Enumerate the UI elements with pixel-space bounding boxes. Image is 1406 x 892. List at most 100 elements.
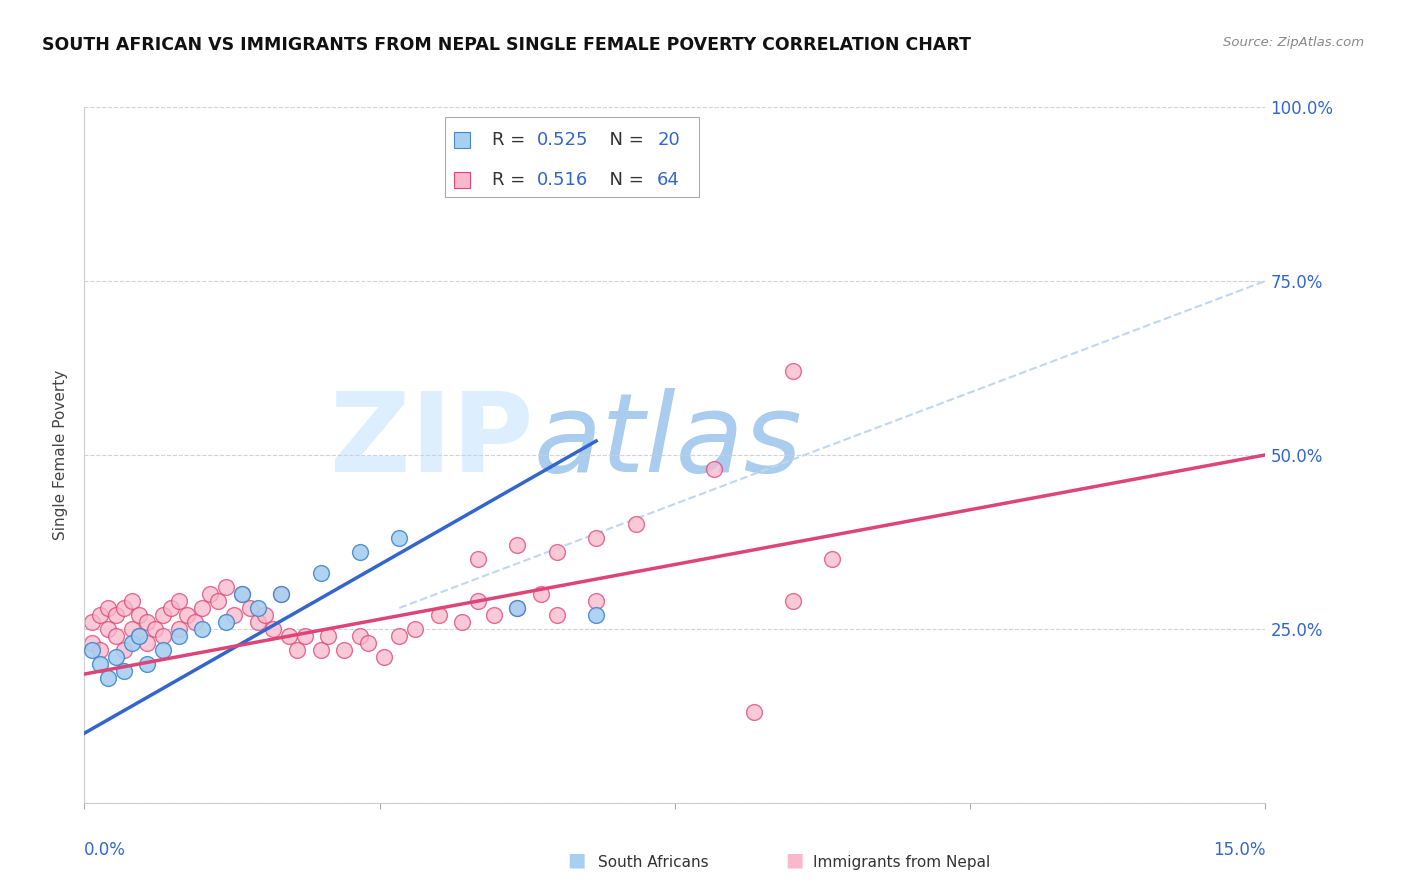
Point: [128, 607, 150, 622]
Point: [585, 594, 607, 608]
Point: [262, 622, 284, 636]
Point: [136, 636, 159, 650]
Point: [112, 601, 135, 615]
Point: [782, 364, 804, 378]
Point: [427, 607, 450, 622]
Point: [112, 664, 135, 678]
Point: [167, 629, 190, 643]
Point: [128, 629, 150, 643]
Point: [742, 706, 765, 720]
Point: [167, 594, 190, 608]
Text: 0.0%: 0.0%: [84, 841, 127, 859]
Point: [183, 615, 205, 629]
Point: [506, 601, 529, 615]
Text: N =: N =: [598, 171, 650, 189]
Text: N =: N =: [598, 131, 650, 149]
Point: [585, 607, 607, 622]
Point: [97, 601, 120, 615]
Point: [782, 594, 804, 608]
Text: 0.516: 0.516: [537, 171, 588, 189]
Point: [309, 566, 332, 581]
Point: [254, 607, 277, 622]
Text: 20: 20: [657, 131, 681, 149]
Point: [215, 580, 238, 594]
Point: [128, 629, 150, 643]
Point: [373, 649, 395, 664]
Point: [112, 642, 135, 657]
Point: [506, 601, 529, 615]
Text: ■: ■: [785, 851, 804, 870]
Text: R =: R =: [492, 131, 531, 149]
Point: [309, 642, 332, 657]
Point: [388, 532, 411, 546]
Point: [231, 587, 253, 601]
Point: [546, 607, 568, 622]
Text: 0.525: 0.525: [537, 131, 588, 149]
Point: [104, 607, 127, 622]
Point: [546, 545, 568, 559]
Point: [270, 587, 292, 601]
Point: [318, 629, 340, 643]
Point: [585, 532, 607, 546]
Point: [294, 629, 316, 643]
Point: [89, 642, 111, 657]
Text: 64: 64: [657, 171, 681, 189]
Text: SOUTH AFRICAN VS IMMIGRANTS FROM NEPAL SINGLE FEMALE POVERTY CORRELATION CHART: SOUTH AFRICAN VS IMMIGRANTS FROM NEPAL S…: [42, 36, 972, 54]
Point: [285, 642, 308, 657]
Point: [89, 657, 111, 671]
Text: Immigrants from Nepal: Immigrants from Nepal: [813, 855, 990, 870]
Text: South Africans: South Africans: [598, 855, 709, 870]
Point: [191, 622, 214, 636]
Point: [104, 629, 127, 643]
Point: [89, 607, 111, 622]
Point: [246, 601, 269, 615]
Point: [278, 629, 301, 643]
Point: [121, 594, 143, 608]
Point: [160, 601, 183, 615]
Point: [624, 517, 647, 532]
Point: [222, 607, 245, 622]
Point: [176, 607, 198, 622]
Point: [121, 636, 143, 650]
Point: [388, 629, 411, 643]
Point: [152, 642, 174, 657]
Point: [104, 649, 127, 664]
Point: [246, 615, 269, 629]
Text: 15.0%: 15.0%: [1213, 841, 1265, 859]
Point: [270, 587, 292, 601]
Point: [191, 601, 214, 615]
Point: [231, 587, 253, 601]
Point: [333, 642, 356, 657]
Y-axis label: Single Female Poverty: Single Female Poverty: [53, 370, 69, 540]
Point: [215, 615, 238, 629]
Text: ZIP: ZIP: [330, 387, 533, 494]
Point: [136, 615, 159, 629]
Point: [467, 552, 489, 566]
Text: atlas: atlas: [533, 387, 801, 494]
FancyBboxPatch shape: [444, 118, 699, 197]
Point: [530, 587, 553, 601]
Point: [97, 671, 120, 685]
Point: [136, 657, 159, 671]
Text: R =: R =: [492, 171, 531, 189]
Point: [482, 607, 505, 622]
Point: [200, 587, 222, 601]
Point: [349, 545, 371, 559]
Point: [404, 622, 426, 636]
Point: [467, 594, 489, 608]
Point: [357, 636, 380, 650]
Point: [349, 629, 371, 643]
Point: [97, 622, 120, 636]
Point: [821, 552, 844, 566]
Point: [82, 642, 104, 657]
Point: [82, 636, 104, 650]
Point: [143, 622, 166, 636]
Point: [703, 462, 725, 476]
Point: [506, 538, 529, 552]
Text: ■: ■: [567, 851, 586, 870]
Text: Source: ZipAtlas.com: Source: ZipAtlas.com: [1223, 36, 1364, 49]
Point: [167, 622, 190, 636]
Point: [451, 615, 474, 629]
Point: [152, 629, 174, 643]
Point: [121, 622, 143, 636]
